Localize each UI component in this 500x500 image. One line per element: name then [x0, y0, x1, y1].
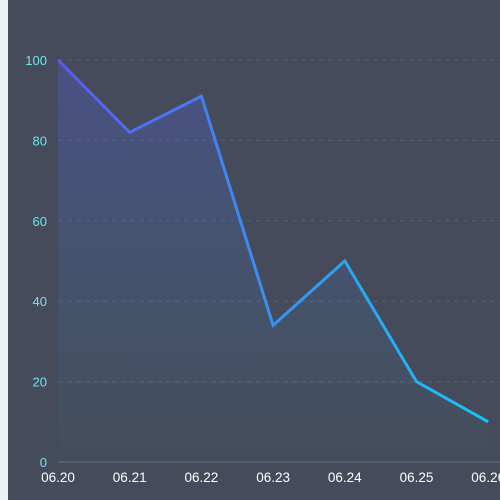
y-tick-label: 0 [40, 455, 47, 470]
area-fill-layer [58, 60, 489, 462]
data-point [272, 324, 275, 327]
data-point [128, 131, 131, 134]
data-point [57, 59, 60, 62]
y-axis-tick-labels: 0 20 40 60 80 100 [25, 53, 47, 470]
y-tick-label: 100 [25, 53, 47, 68]
series-line [56, 58, 489, 424]
x-tick-label: 06.25 [400, 470, 434, 485]
data-point [343, 260, 346, 263]
x-tick-label: 06.24 [328, 470, 362, 485]
x-axis-tick-labels: 06.20 06.21 06.22 06.23 06.24 06.25 06.26 [41, 470, 500, 485]
y-tick-label: 60 [33, 214, 47, 229]
y-tick-label: 20 [33, 375, 47, 390]
x-tick-label: 06.26 [471, 470, 500, 485]
x-tick-label: 06.22 [185, 470, 219, 485]
series-line-layer [56, 58, 490, 424]
x-tick-label: 06.20 [41, 470, 75, 485]
data-point [415, 380, 418, 383]
area-fill [58, 60, 489, 462]
data-point [487, 420, 490, 423]
x-tick-label: 06.23 [256, 470, 290, 485]
data-point [200, 95, 203, 98]
y-tick-label: 80 [33, 133, 47, 148]
x-tick-label: 06.21 [113, 470, 147, 485]
y-tick-label: 40 [33, 294, 47, 309]
